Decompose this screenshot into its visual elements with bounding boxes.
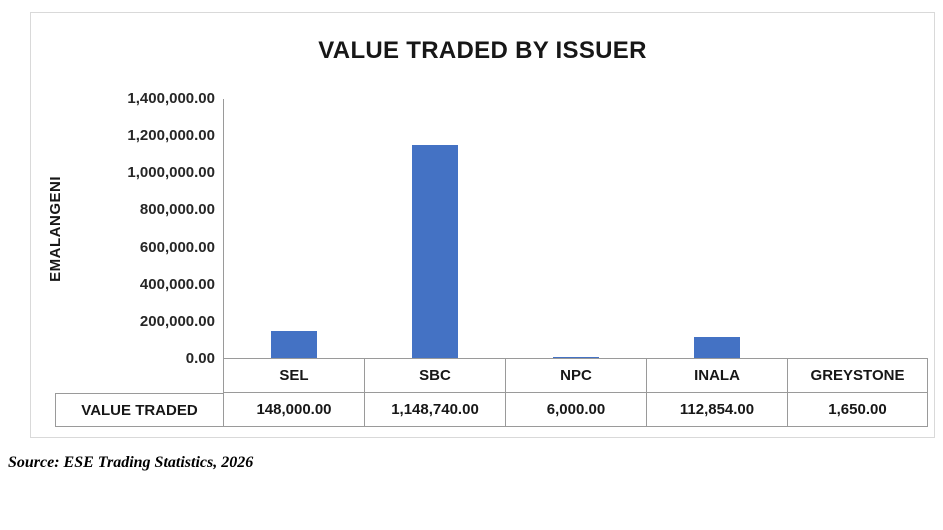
category-label-npc: NPC bbox=[505, 359, 646, 393]
bar-slot-sbc bbox=[365, 99, 506, 358]
y-tick-label: 800,000.00 bbox=[139, 201, 215, 219]
category-label-greystone: GREYSTONE bbox=[787, 359, 928, 393]
bar-inala bbox=[693, 337, 740, 358]
data-table-value-inala: 112,854.00 bbox=[646, 393, 787, 427]
data-table-value-sbc: 1,148,740.00 bbox=[364, 393, 505, 427]
y-axis-label-column: EMALANGENI bbox=[37, 99, 73, 359]
category-label-sel: SEL bbox=[223, 359, 364, 393]
bar-slot-npc bbox=[506, 99, 647, 358]
bar-sel bbox=[271, 331, 318, 358]
data-table-row: VALUE TRADED 148,000.00 1,148,740.00 6,000.… bbox=[55, 393, 928, 427]
y-tick-label: 1,000,000.00 bbox=[127, 164, 215, 182]
bar-npc bbox=[552, 357, 599, 358]
chart-title: VALUE TRADED BY ISSUER bbox=[318, 37, 647, 64]
category-label-inala: INALA bbox=[646, 359, 787, 393]
category-axis-row: SEL SBC NPC INALA GREYSTONE bbox=[223, 359, 928, 393]
bar-slot-inala bbox=[646, 99, 787, 358]
source-note: Source: ESE Trading Statistics, 2026 bbox=[8, 454, 254, 471]
y-tick-label: 0.00 bbox=[185, 350, 215, 367]
data-table-row-label: VALUE TRADED bbox=[55, 393, 223, 427]
bar-sbc bbox=[412, 145, 459, 358]
bar-slot-greystone bbox=[787, 99, 928, 358]
y-tick-label: 1,400,000.00 bbox=[127, 90, 215, 107]
y-tick-label: 400,000.00 bbox=[139, 275, 215, 293]
y-tick-label: 600,000.00 bbox=[139, 238, 215, 256]
data-table-value-sel: 148,000.00 bbox=[223, 393, 364, 427]
y-axis-label: EMALANGENI bbox=[46, 176, 64, 282]
plot-region: EMALANGENI 0.00 200,000.00 400,000.00 600,0… bbox=[37, 90, 928, 367]
data-table-value-npc: 6,000.00 bbox=[505, 393, 646, 427]
plot-area bbox=[223, 99, 928, 359]
y-tick-label: 1,200,000.00 bbox=[127, 127, 215, 145]
y-tick-label: 200,000.00 bbox=[139, 312, 215, 330]
bar-slot-sel bbox=[224, 99, 365, 358]
chart-container: VALUE TRADED BY ISSUER EMALANGENI 0.00 20… bbox=[30, 12, 935, 438]
y-axis-ticks: 0.00 200,000.00 400,000.00 600,000.00 800,00… bbox=[73, 90, 223, 367]
category-label-sbc: SBC bbox=[364, 359, 505, 393]
data-table-value-greystone: 1,650.00 bbox=[787, 393, 928, 427]
